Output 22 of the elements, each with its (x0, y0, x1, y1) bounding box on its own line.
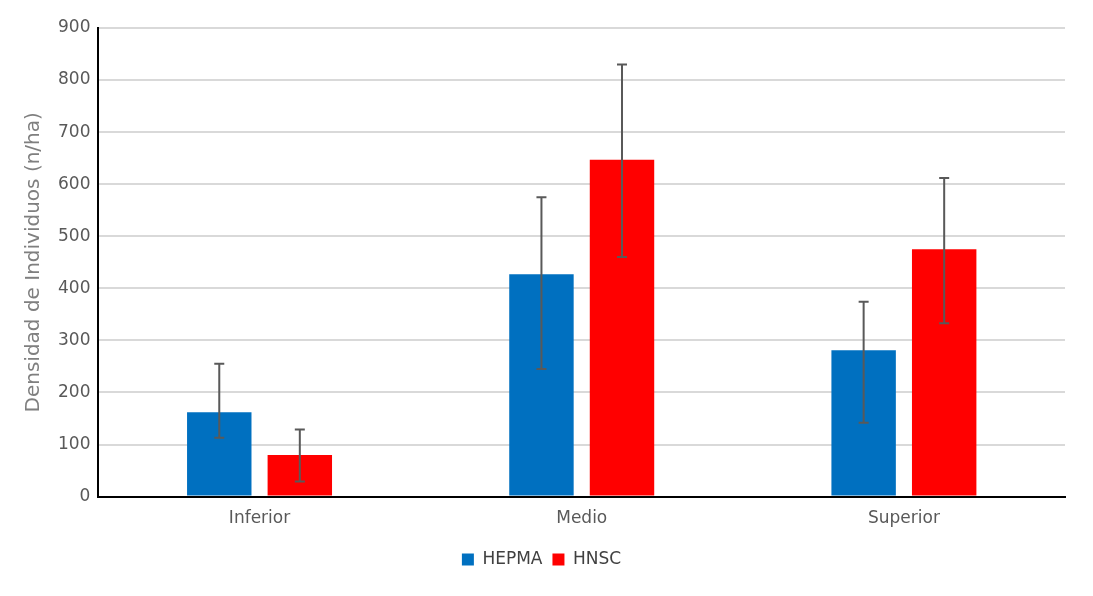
y-tick-label: 900 (57, 16, 91, 37)
x-tick-label: Superior (867, 507, 940, 528)
y-tick-label: 400 (57, 276, 91, 297)
y-tick-label: 500 (57, 224, 91, 245)
y-tick-label: 100 (57, 432, 91, 453)
bar (911, 249, 977, 496)
bar (509, 274, 574, 496)
bar (267, 454, 333, 496)
y-axis-title: Densidad de Individuos (n/ha) (20, 112, 45, 413)
y-tick-label: 800 (57, 68, 91, 89)
bar (831, 350, 896, 496)
x-tick-label: Medio (556, 507, 608, 528)
legend-label: HEPMA (482, 547, 543, 568)
y-tick-label: 600 (57, 172, 91, 193)
y-tick-label: 700 (57, 120, 91, 141)
y-tick-label: 300 (57, 328, 91, 349)
y-tick-label: 200 (57, 380, 91, 401)
bar (187, 412, 252, 496)
x-tick-label: Inferior (228, 507, 291, 528)
legend-label: HNSC (572, 547, 622, 568)
bar (589, 159, 655, 496)
y-tick-label: 0 (79, 485, 91, 506)
